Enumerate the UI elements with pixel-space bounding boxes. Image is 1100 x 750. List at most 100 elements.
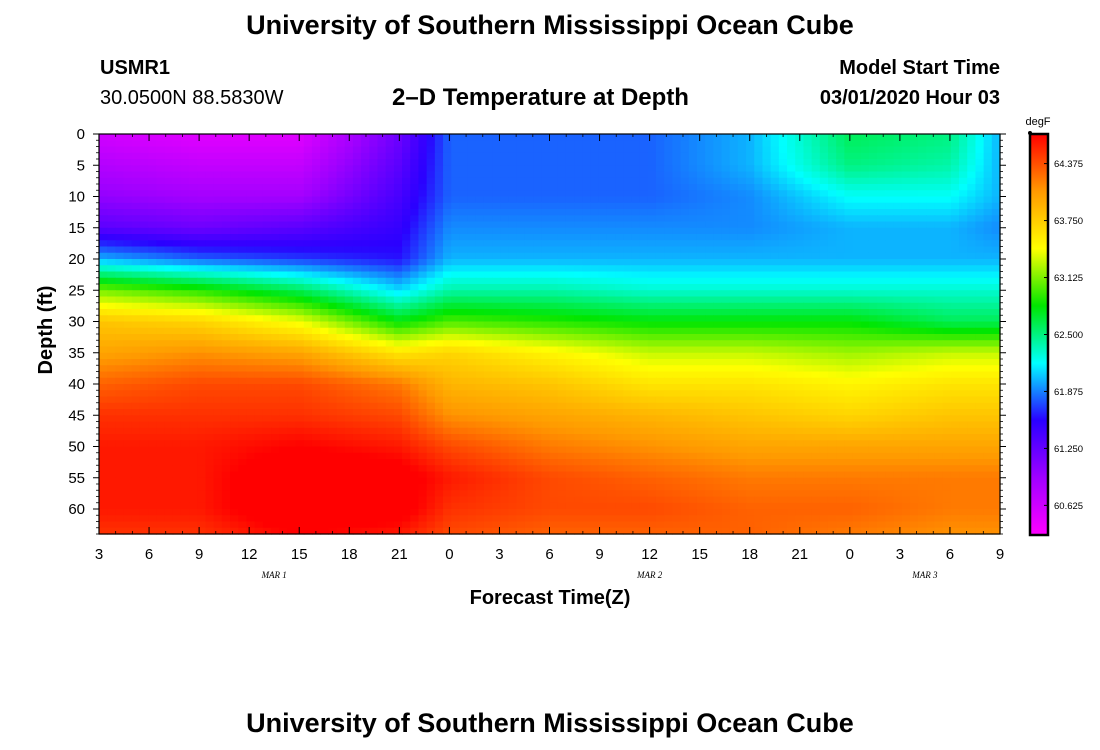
heatmap-cell — [467, 184, 477, 191]
heatmap-cell — [868, 346, 878, 354]
heatmap-cell — [860, 190, 870, 198]
heatmap-cell — [664, 321, 673, 329]
heatmap-cell — [803, 352, 813, 360]
heatmap-cell — [205, 165, 215, 173]
heatmap-cell — [443, 152, 452, 160]
heatmap-cell — [205, 259, 215, 266]
heatmap-cell — [139, 402, 149, 410]
heatmap-cell — [778, 221, 788, 229]
heatmap-cell — [123, 321, 133, 329]
heatmap-cell — [172, 277, 182, 285]
heatmap-cell — [803, 396, 813, 404]
heatmap-cell — [393, 152, 403, 160]
heatmap-cell — [729, 377, 739, 385]
heatmap-cell — [402, 184, 411, 191]
heatmap-cell — [590, 252, 600, 260]
heatmap-cell — [549, 140, 559, 148]
heatmap-cell — [475, 234, 485, 241]
heatmap-cell — [762, 409, 772, 416]
heatmap-cell — [320, 240, 329, 248]
heatmap-cell — [377, 346, 387, 354]
heatmap-cell — [950, 271, 960, 279]
heatmap-cell — [189, 271, 198, 279]
heatmap-cell — [926, 340, 936, 348]
heatmap-cell — [418, 190, 428, 198]
heatmap-cell — [811, 221, 821, 229]
heatmap-cell — [426, 177, 436, 185]
heatmap-cell — [582, 152, 592, 160]
heatmap-cell — [369, 184, 379, 191]
heatmap-cell — [213, 334, 223, 341]
heatmap-cell — [393, 309, 403, 316]
heatmap-cell — [524, 402, 534, 410]
heatmap-cell — [983, 277, 993, 285]
heatmap-cell — [467, 146, 477, 154]
heatmap-cell — [516, 234, 526, 241]
heatmap-cell — [737, 252, 747, 260]
heatmap-cell — [172, 134, 182, 141]
heatmap-cell — [475, 190, 485, 198]
heatmap-cell — [860, 365, 870, 373]
heatmap-cell — [418, 315, 428, 323]
heatmap-cell — [729, 371, 739, 379]
heatmap-cell — [516, 377, 526, 385]
heatmap-cell — [271, 321, 280, 329]
heatmap-cell — [901, 177, 911, 185]
heatmap-cell — [271, 290, 280, 298]
heatmap-cell — [197, 390, 207, 398]
heatmap-cell — [295, 227, 305, 235]
heatmap-cell — [746, 371, 755, 379]
heatmap-cell — [148, 296, 157, 304]
heatmap-cell — [533, 384, 542, 391]
heatmap-cell — [705, 271, 714, 279]
heatmap-cell — [295, 259, 305, 266]
heatmap-cell — [827, 352, 837, 360]
heatmap-cell — [975, 227, 985, 235]
heatmap-cell — [156, 234, 166, 241]
heatmap-cell — [131, 340, 141, 348]
heatmap-cell — [377, 315, 387, 323]
heatmap-cell — [361, 352, 370, 360]
heatmap-cell — [205, 234, 215, 241]
heatmap-cell — [787, 352, 796, 360]
heatmap-cell — [959, 271, 968, 279]
heatmap-cell — [582, 371, 592, 379]
heatmap-cell — [516, 340, 526, 348]
heatmap-cell — [418, 159, 428, 166]
heatmap-cell — [426, 327, 436, 335]
heatmap-cell — [868, 227, 878, 235]
heatmap-cell — [827, 184, 837, 191]
heatmap-cell — [934, 384, 944, 391]
heatmap-cell — [524, 165, 534, 173]
heatmap-cell — [541, 309, 551, 316]
heatmap-cell — [778, 377, 788, 385]
heatmap-cell — [606, 209, 616, 216]
heatmap-cell — [385, 309, 395, 316]
heatmap-cell — [918, 252, 927, 260]
heatmap-cell — [483, 140, 493, 148]
heatmap-cell — [524, 209, 534, 216]
heatmap-cell — [762, 384, 772, 391]
heatmap-cell — [598, 409, 608, 416]
heatmap-cell — [492, 327, 501, 335]
heatmap-cell — [787, 315, 796, 323]
heatmap-cell — [295, 327, 305, 335]
heatmap-cell — [287, 409, 297, 416]
heatmap-cell — [352, 240, 362, 248]
heatmap-cell — [950, 346, 960, 354]
heatmap-cell — [164, 209, 174, 216]
heatmap-cell — [402, 327, 411, 335]
heatmap-cell — [164, 221, 174, 229]
heatmap-cell — [361, 234, 370, 241]
heatmap-cell — [172, 359, 182, 366]
heatmap-cell — [549, 265, 559, 273]
heatmap-cell — [246, 184, 256, 191]
heatmap-cell — [975, 346, 985, 354]
heatmap-cell — [483, 265, 493, 273]
heatmap-cell — [287, 227, 297, 235]
heatmap-cell — [901, 365, 911, 373]
heatmap-cell — [402, 134, 411, 141]
heatmap-cell — [336, 309, 346, 316]
heatmap-cell — [860, 396, 870, 404]
